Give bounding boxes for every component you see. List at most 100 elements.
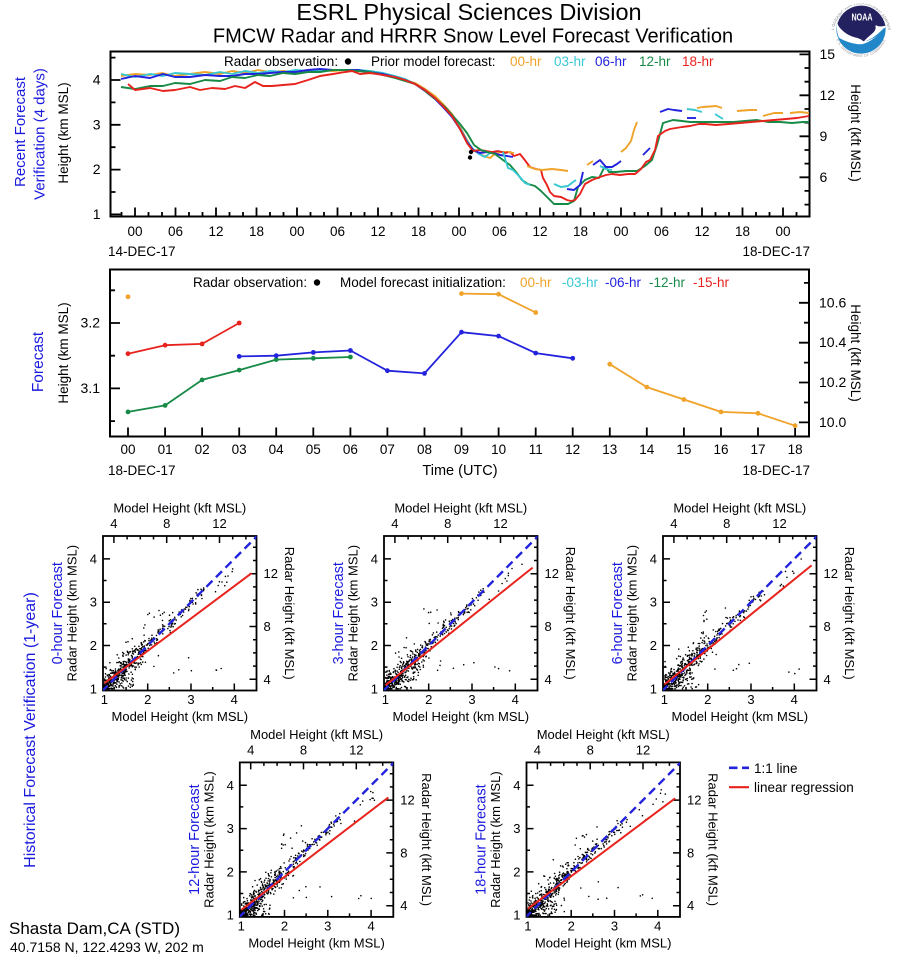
- svg-text:00: 00: [289, 224, 304, 239]
- svg-text:1: 1: [371, 681, 378, 696]
- svg-text:12: 12: [400, 793, 414, 808]
- svg-text:18-hr: 18-hr: [682, 54, 714, 69]
- svg-text:4: 4: [654, 918, 661, 933]
- svg-text:18: 18: [411, 224, 426, 239]
- svg-text:Model Height (kft MSL): Model Height (kft MSL): [673, 501, 806, 516]
- svg-text:00: 00: [775, 224, 790, 239]
- svg-text:3: 3: [371, 595, 378, 610]
- svg-text:3-hour Forecast: 3-hour Forecast: [331, 562, 347, 664]
- svg-text:12-hour Forecast: 12-hour Forecast: [187, 784, 203, 894]
- svg-text:15: 15: [820, 46, 836, 62]
- svg-text:11: 11: [529, 442, 543, 457]
- svg-text:1: 1: [227, 908, 234, 923]
- svg-text:07: 07: [380, 442, 395, 457]
- svg-text:Height (km MSL): Height (km MSL): [56, 82, 71, 183]
- svg-text:03-hr: 03-hr: [554, 54, 586, 69]
- svg-text:-15-hr: -15-hr: [693, 275, 730, 290]
- svg-text:4: 4: [90, 551, 97, 566]
- svg-text:12: 12: [687, 793, 701, 808]
- svg-text:1: 1: [661, 692, 668, 707]
- svg-text:00-hr: 00-hr: [520, 275, 552, 290]
- svg-text:Radar Height (km MSL): Radar Height (km MSL): [625, 545, 640, 682]
- svg-text:18: 18: [788, 442, 803, 457]
- svg-text:18-hour Forecast: 18-hour Forecast: [474, 784, 490, 894]
- svg-text:13: 13: [602, 442, 617, 457]
- svg-text:1: 1: [238, 918, 245, 933]
- svg-text:2: 2: [371, 638, 378, 653]
- svg-text:Radar observation:: Radar observation:: [193, 275, 307, 290]
- svg-text:1: 1: [650, 681, 657, 696]
- svg-text:Forecast: Forecast: [30, 331, 47, 392]
- svg-text:1: 1: [513, 908, 520, 923]
- svg-text:00: 00: [451, 224, 466, 239]
- svg-text:4: 4: [367, 918, 374, 933]
- svg-text:8: 8: [400, 845, 407, 860]
- svg-text:12: 12: [824, 566, 838, 581]
- svg-text:3: 3: [468, 692, 475, 707]
- svg-text:12: 12: [370, 224, 385, 239]
- svg-text:4: 4: [371, 551, 378, 566]
- svg-text:6-hour Forecast: 6-hour Forecast: [610, 562, 626, 664]
- svg-text:10.6: 10.6: [819, 294, 846, 310]
- svg-text:3: 3: [93, 116, 101, 132]
- svg-text:12: 12: [545, 566, 559, 581]
- svg-text:12: 12: [264, 566, 278, 581]
- svg-text:Recent Forecast: Recent Forecast: [12, 76, 29, 187]
- svg-text:4: 4: [391, 516, 398, 531]
- svg-text:8: 8: [264, 619, 271, 634]
- svg-text:8: 8: [545, 619, 552, 634]
- svg-text:4: 4: [231, 692, 238, 707]
- svg-text:Height (kft MSL): Height (kft MSL): [848, 84, 863, 182]
- svg-text:1: 1: [90, 681, 97, 696]
- svg-text:03: 03: [232, 442, 247, 457]
- svg-text:Model Height (kft MSL): Model Height (kft MSL): [113, 501, 246, 516]
- svg-text:Model Height (km MSL): Model Height (km MSL): [672, 709, 809, 724]
- svg-text:3.1: 3.1: [81, 380, 101, 396]
- svg-text:3: 3: [513, 821, 520, 836]
- svg-text:8: 8: [824, 619, 831, 634]
- svg-text:Historical Forecast Verificati: Historical Forecast Verification (1-year…: [22, 592, 39, 868]
- svg-text:Radar Height (kft MSL): Radar Height (kft MSL): [842, 547, 857, 680]
- svg-text:Model Height (kft MSL): Model Height (kft MSL): [537, 727, 670, 742]
- svg-text:2: 2: [568, 918, 575, 933]
- svg-text:16: 16: [713, 442, 728, 457]
- svg-text:ESRL Physical Sciences Divisio: ESRL Physical Sciences Division: [296, 0, 641, 25]
- svg-text:3: 3: [227, 821, 234, 836]
- svg-text:2: 2: [90, 638, 97, 653]
- svg-text:4: 4: [110, 516, 117, 531]
- svg-text:2: 2: [425, 692, 432, 707]
- svg-text:Height (kft MSL): Height (kft MSL): [848, 304, 863, 402]
- svg-text:8: 8: [723, 516, 730, 531]
- svg-text:Radar Height (km MSL): Radar Height (km MSL): [346, 545, 361, 682]
- svg-text:-03-hr: -03-hr: [562, 275, 599, 290]
- svg-text:18: 18: [249, 224, 264, 239]
- svg-text:4: 4: [264, 672, 271, 687]
- svg-text:06: 06: [654, 224, 669, 239]
- svg-text:4: 4: [687, 898, 694, 913]
- svg-text:10: 10: [491, 442, 506, 457]
- svg-text:08: 08: [417, 442, 432, 457]
- svg-text:-06-hr: -06-hr: [605, 275, 642, 290]
- svg-text:1: 1: [524, 918, 531, 933]
- svg-text:18-DEC-17: 18-DEC-17: [742, 244, 810, 259]
- svg-text:Prior model forecast:: Prior model forecast:: [371, 54, 496, 69]
- svg-text:1: 1: [93, 206, 101, 222]
- svg-text:2: 2: [281, 918, 288, 933]
- svg-text:2: 2: [93, 161, 101, 177]
- svg-text:06: 06: [168, 224, 183, 239]
- svg-text:Radar Height (km MSL): Radar Height (km MSL): [65, 545, 80, 682]
- svg-text:NOAA: NOAA: [852, 13, 873, 24]
- svg-text:8: 8: [587, 742, 594, 757]
- svg-text:4: 4: [227, 778, 234, 793]
- svg-text:3: 3: [324, 918, 331, 933]
- svg-text:1: 1: [382, 692, 389, 707]
- svg-text:4: 4: [650, 551, 657, 566]
- svg-text:18: 18: [735, 224, 750, 239]
- svg-text:00: 00: [613, 224, 628, 239]
- svg-text:2: 2: [513, 864, 520, 879]
- svg-text:12-hr: 12-hr: [639, 54, 671, 69]
- svg-text:4: 4: [824, 672, 831, 687]
- svg-text:12: 12: [772, 516, 786, 531]
- svg-text:4: 4: [513, 778, 520, 793]
- svg-text:06: 06: [343, 442, 358, 457]
